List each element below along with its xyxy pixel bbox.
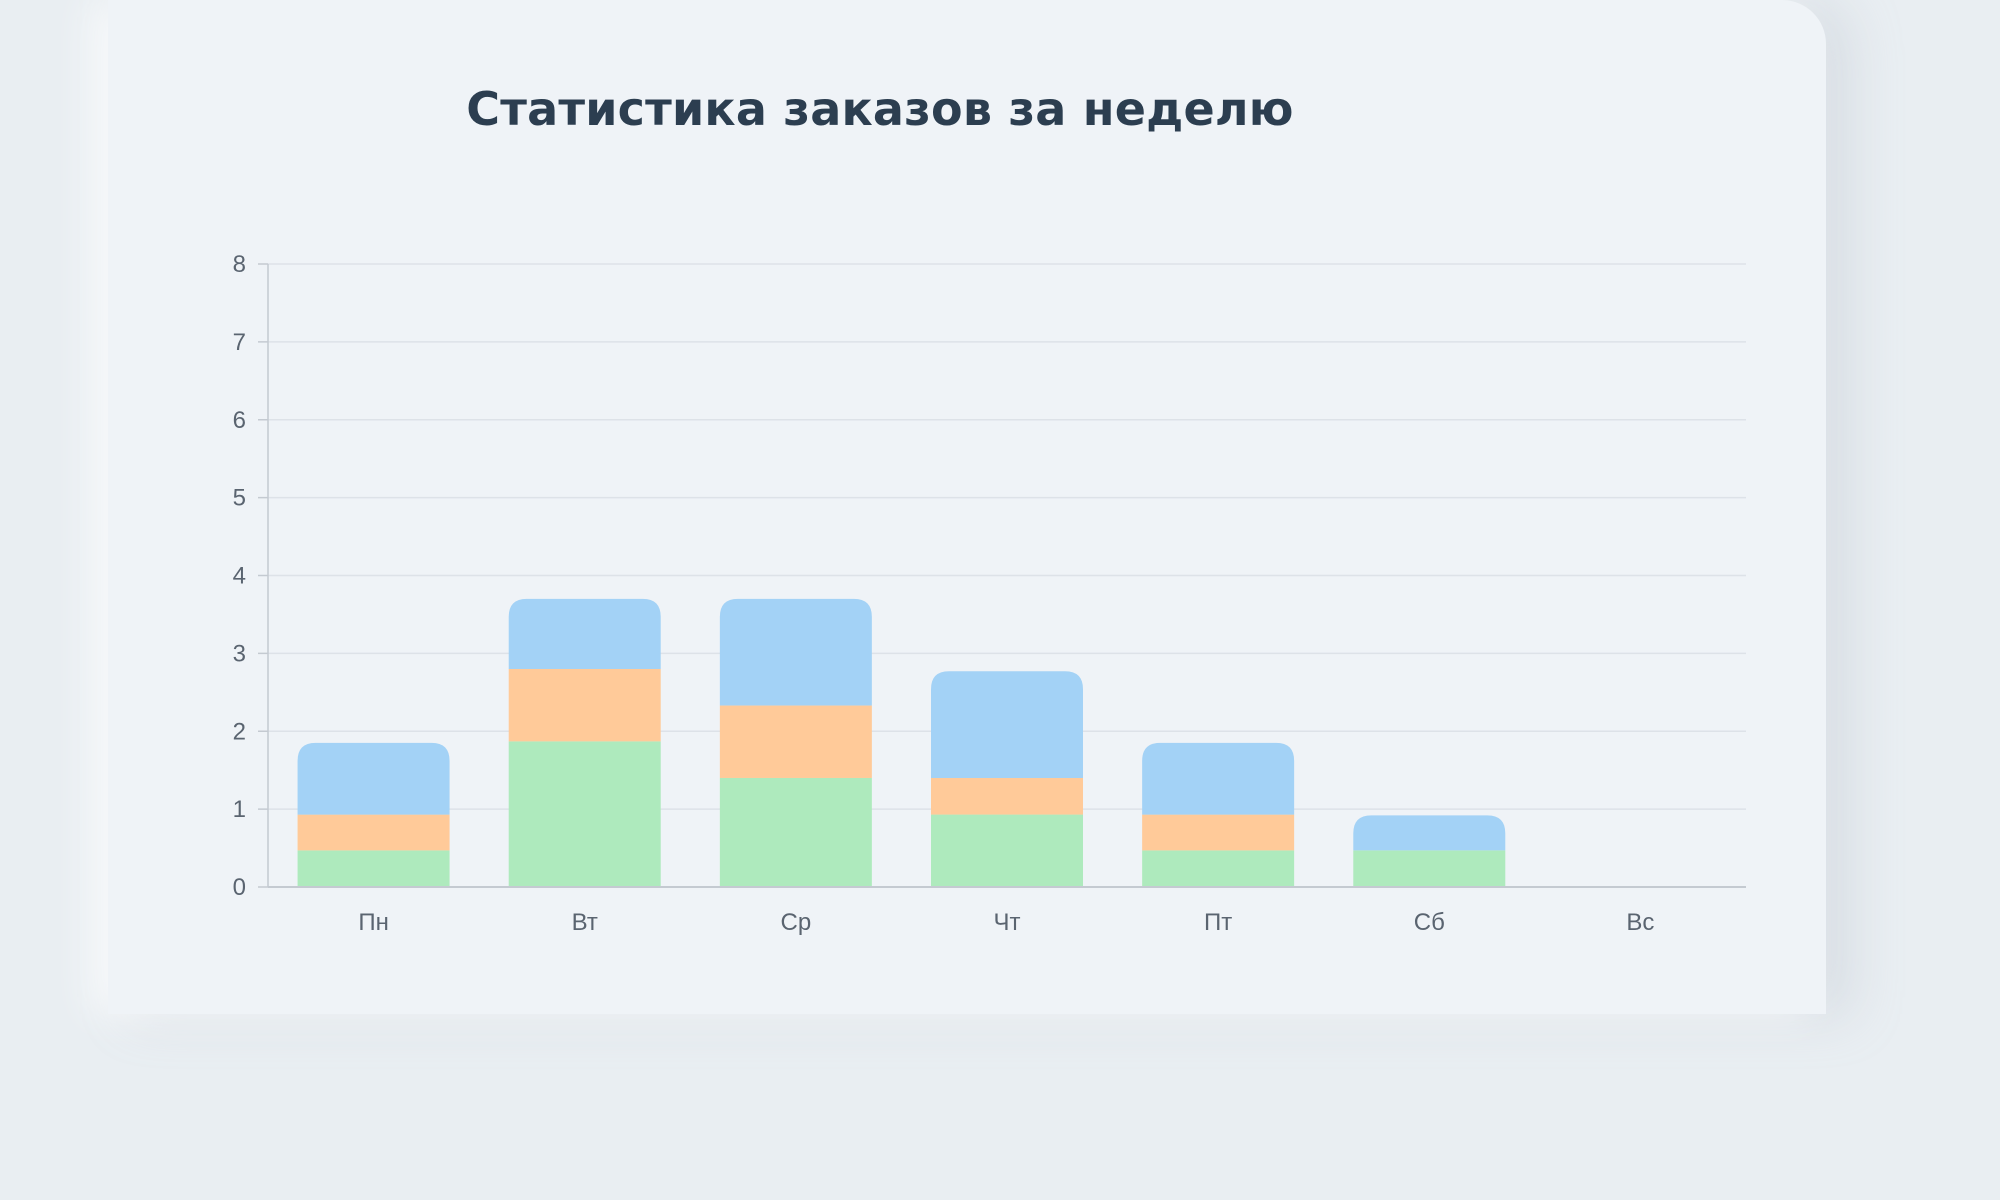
bar-segment <box>719 598 872 706</box>
bar-segment <box>1142 814 1295 851</box>
bar-segment <box>931 814 1083 887</box>
bar-segment <box>297 814 450 851</box>
y-tick-label: 4 <box>233 563 246 590</box>
y-tick-label: 0 <box>233 874 246 901</box>
x-tick-label: Вс <box>1626 909 1654 936</box>
bar-stack <box>1353 815 1506 887</box>
bar-segment <box>297 850 450 887</box>
x-tick-label: Вт <box>572 909 598 936</box>
x-tick-label: Чт <box>994 909 1021 936</box>
x-tick-label: Ср <box>781 909 812 936</box>
bar-segment <box>719 777 872 887</box>
bar-segment <box>297 742 450 815</box>
bar-segment <box>508 598 661 669</box>
x-tick-label: Пт <box>1204 909 1232 936</box>
chart-title: Статистика заказов за неделю <box>466 82 1294 136</box>
x-axis-tick-labels: Пн Вт Ср Чт Пт Сб Вс <box>358 909 1654 936</box>
bar-segment <box>508 741 661 887</box>
grid-lines <box>268 263 1746 810</box>
x-tick-label: Пн <box>358 909 389 936</box>
bar-segment <box>931 671 1083 778</box>
y-tick-label: 6 <box>233 407 246 434</box>
y-tick-label: 5 <box>233 485 246 512</box>
bar-stack <box>1142 742 1295 887</box>
bar-stack <box>719 598 872 887</box>
bar-stacks <box>297 598 1506 887</box>
bar-stack <box>297 742 450 887</box>
bar-segment <box>1353 850 1506 887</box>
bar-segment <box>1353 815 1506 851</box>
bar-segment <box>1142 742 1295 815</box>
axes <box>267 264 1746 888</box>
x-tick-label: Сб <box>1414 909 1445 936</box>
bar-segment <box>931 777 1083 815</box>
y-tick-label: 7 <box>233 329 246 356</box>
y-tick-label: 8 <box>233 251 246 278</box>
bar-segment <box>508 668 661 742</box>
bar-segment <box>1142 850 1295 887</box>
bar-segment <box>719 705 872 778</box>
bar-stack <box>508 598 661 887</box>
bar-stack <box>931 671 1083 887</box>
y-tick-label: 2 <box>233 718 246 745</box>
y-tick-label: 1 <box>233 796 246 823</box>
y-axis-tick-labels: 0 1 2 3 4 5 6 7 8 <box>233 251 268 901</box>
y-tick-label: 3 <box>233 640 246 667</box>
